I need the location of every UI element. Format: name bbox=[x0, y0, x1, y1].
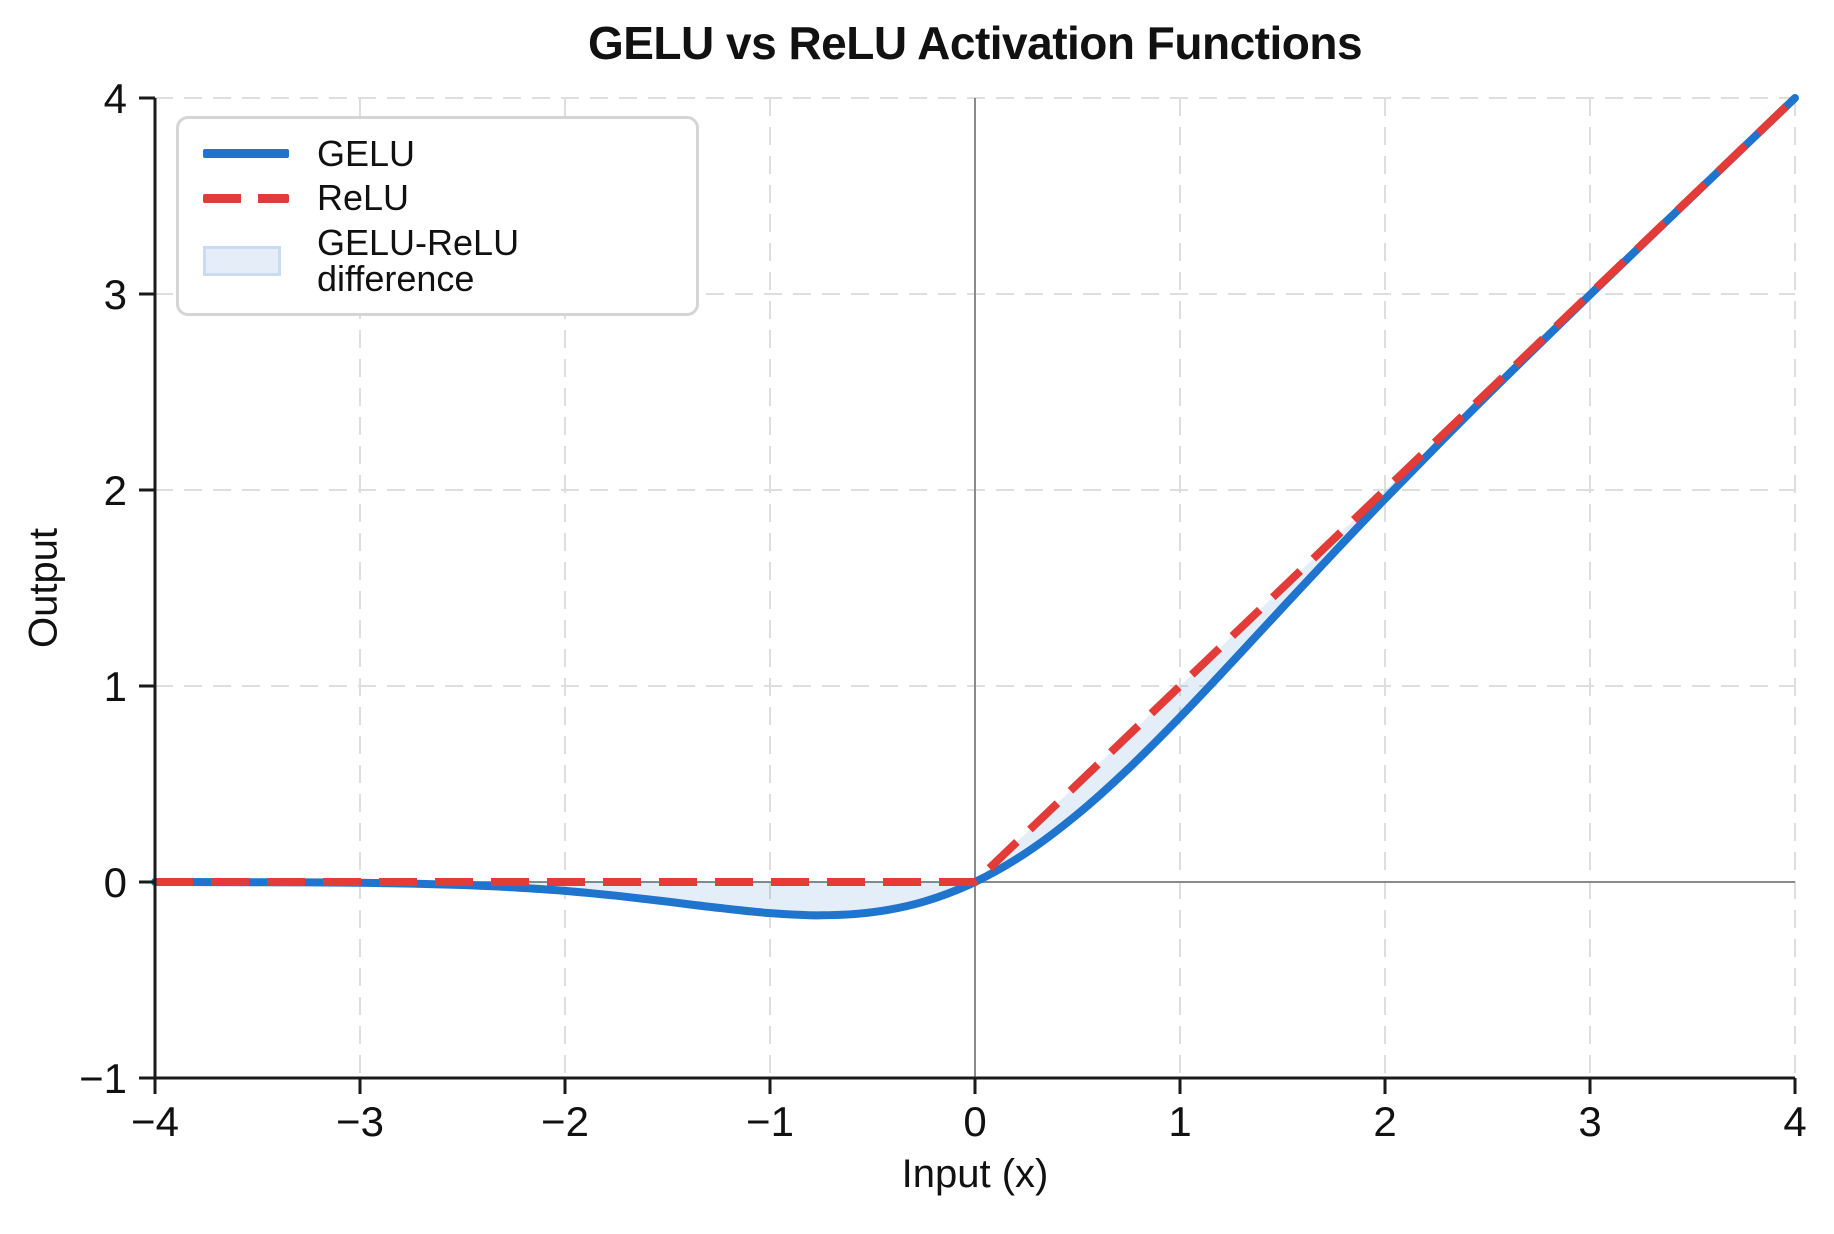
relu-dashed-line-swatch-icon bbox=[203, 193, 289, 203]
legend-item-gelu: GELU bbox=[203, 132, 672, 174]
legend: GELU ReLU GELU-ReLU difference bbox=[176, 116, 699, 316]
legend-item-difference: GELU-ReLU difference bbox=[203, 221, 672, 299]
x-tick-label: −3 bbox=[336, 1098, 384, 1145]
x-tick-label: 1 bbox=[1168, 1098, 1191, 1145]
x-tick-label: 4 bbox=[1783, 1098, 1806, 1145]
relu-curve bbox=[155, 95, 1798, 886]
y-tick-label: 4 bbox=[104, 75, 127, 122]
x-tick-label: 0 bbox=[963, 1098, 986, 1145]
y-tick-label: 1 bbox=[104, 663, 127, 710]
legend-label-difference: GELU-ReLU difference bbox=[317, 221, 520, 299]
y-tick-label: −1 bbox=[79, 1055, 127, 1102]
y-tick-label: 3 bbox=[104, 271, 127, 318]
legend-item-relu: ReLU bbox=[203, 180, 672, 216]
y-tick-label: 0 bbox=[104, 859, 127, 906]
x-axis-label: Input (x) bbox=[901, 1152, 1049, 1196]
x-tick-label: 3 bbox=[1578, 1098, 1601, 1145]
x-tick-label: −1 bbox=[746, 1098, 794, 1145]
x-tick-label: −2 bbox=[541, 1098, 589, 1145]
chart-title: GELU vs ReLU Activation Functions bbox=[587, 17, 1363, 69]
legend-label-gelu: GELU bbox=[317, 132, 416, 174]
x-tick-label: −4 bbox=[131, 1098, 179, 1145]
difference-patch-swatch-icon bbox=[203, 245, 289, 276]
gelu-line-swatch-icon bbox=[203, 149, 289, 158]
y-tick-label: 2 bbox=[104, 467, 127, 514]
x-tick-label: 2 bbox=[1373, 1098, 1396, 1145]
y-axis-label: Output bbox=[21, 527, 66, 649]
legend-label-relu: ReLU bbox=[317, 177, 410, 218]
